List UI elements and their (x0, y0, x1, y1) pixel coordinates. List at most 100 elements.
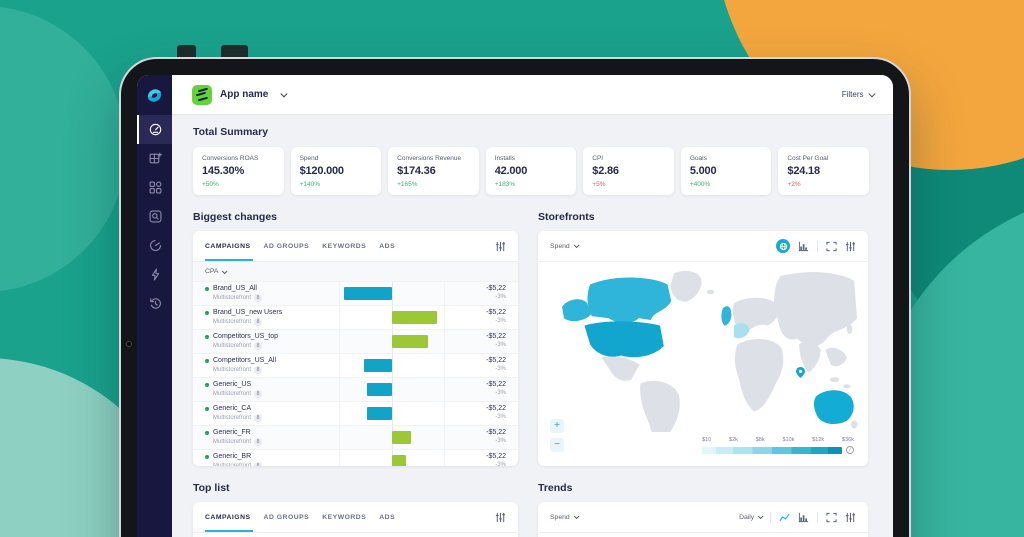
change-bar-cell (339, 306, 445, 329)
chevron-down-icon (573, 513, 579, 519)
campaign-row[interactable]: Generic_BR Multistorefront 8 -$5,22 -3% (193, 449, 518, 466)
card-label: Goals (689, 155, 707, 162)
campaign-row[interactable]: Generic_CA Multistorefront 8 -$5,22 -3% (193, 401, 518, 425)
campaign-row[interactable]: Competitors_US_top Multistorefront 8 -$5… (193, 329, 518, 353)
summary-card: Cost Per Goal $24.18 +2% (778, 147, 869, 195)
campaign-row[interactable]: Generic_FR Multistorefront 8 -$5,22 -3% (193, 425, 518, 449)
gauge-icon (149, 123, 162, 136)
status-dot (205, 382, 209, 387)
metric-selector-spend[interactable]: Spend (550, 243, 579, 250)
map-mexico (601, 356, 640, 381)
storefronts-toolbar: Spend (538, 231, 868, 262)
change-value: -$5,22 (486, 429, 506, 436)
count-badge: 8 (254, 294, 263, 302)
zoom-out-button[interactable]: − (550, 438, 564, 452)
app-switcher[interactable]: App name (192, 84, 288, 105)
metric-selector-cpa[interactable]: CPA (193, 262, 518, 281)
map-canada (587, 277, 672, 324)
change-value: -$5,22 (486, 333, 506, 340)
grid-plus-icon (149, 152, 162, 164)
change-bar-cell (339, 330, 445, 353)
sidebar-item-search-box-icon[interactable] (137, 202, 172, 231)
change-bar (392, 431, 411, 444)
top-list-title: Top list (193, 482, 230, 494)
sidebar-item-apps-icon[interactable] (137, 173, 172, 202)
map-view-toggle[interactable] (776, 239, 790, 253)
info-icon[interactable]: i (846, 446, 854, 454)
count-badge: 8 (254, 390, 263, 398)
sidebar-item-history-icon[interactable] (137, 289, 172, 318)
fullscreen-icon[interactable] (826, 241, 837, 252)
app-name-label: App name (220, 89, 269, 100)
tab-keywords[interactable]: KEYWORDS (322, 242, 367, 250)
campaign-row[interactable]: Competitors_US_All Multistorefront 8 -$5… (193, 353, 518, 377)
campaign-row[interactable]: Generic_US Multistorefront 8 -$5,22 -3% (193, 377, 518, 401)
sidebar-item-donut-chart-icon[interactable] (137, 231, 172, 260)
campaign-name: Brand_US_All (213, 285, 257, 292)
metric-label: CPA (205, 268, 219, 275)
metric-selector-spend[interactable]: Spend (550, 513, 579, 521)
bar-chart-view-icon[interactable] (798, 241, 809, 252)
granularity-selector[interactable]: Daily (739, 514, 764, 521)
card-value: 145.30% (202, 165, 245, 177)
tab-keywords[interactable]: KEYWORDS (322, 513, 367, 521)
change-percent: -3% (495, 318, 506, 324)
card-value: 42.000 (494, 165, 528, 177)
top-list-panel: CAMPAIGNS AD GROUPS KEYWORDS ADS (193, 502, 518, 537)
bar-chart-view-icon[interactable] (798, 512, 809, 523)
tab-ad-groups[interactable]: AD GROUPS (263, 242, 310, 250)
change-bar-cell (339, 378, 445, 401)
campaign-row[interactable]: Brand_US_new Users Multistorefront 8 -$5… (193, 305, 518, 329)
change-percent: -3% (495, 342, 506, 348)
tab-ads[interactable]: ADS (379, 513, 396, 521)
column-settings-icon[interactable] (495, 512, 506, 523)
map-usa (584, 321, 664, 358)
biggest-changes-title: Biggest changes (193, 211, 278, 223)
campaign-row[interactable]: Brand_US_All Multistorefront 8 -$5,22 -3… (193, 281, 518, 305)
change-value: -$5,22 (486, 453, 506, 460)
tab-campaigns[interactable]: CAMPAIGNS (205, 231, 253, 261)
change-percent: -3% (495, 366, 506, 372)
card-delta: +140% (299, 181, 320, 188)
map-france (733, 323, 750, 339)
count-badge: 8 (254, 318, 263, 326)
world-map[interactable]: + − $10 $2k $8k $10k $12k $36k i (538, 262, 868, 466)
column-settings-icon[interactable] (845, 512, 856, 523)
filters-label: Filters (841, 90, 864, 99)
change-percent: -3% (495, 438, 506, 444)
zoom-in-button[interactable]: + (550, 419, 564, 433)
map-pin-icon (796, 366, 805, 384)
sidebar-item-grid-plus-icon[interactable] (137, 144, 172, 173)
fullscreen-icon[interactable] (826, 512, 837, 523)
campaign-subtitle: Multistorefront (213, 463, 252, 466)
summary-card: Conversions Revenue $174.36 +165% (388, 147, 479, 195)
app-icon (192, 84, 212, 105)
line-chart-view-icon[interactable] (779, 512, 790, 523)
metric-label: Spend (550, 513, 570, 521)
campaign-subtitle: Multistorefront (213, 391, 252, 397)
chevron-down-icon (222, 268, 228, 274)
card-label: Conversions ROAS (202, 155, 259, 162)
change-value: -$5,22 (486, 309, 506, 316)
tab-ad-groups[interactable]: AD GROUPS (263, 513, 310, 521)
legend-gradient-bar (702, 446, 842, 454)
tab-campaigns[interactable]: CAMPAIGNS (205, 502, 253, 532)
change-value: -$5,22 (486, 285, 506, 292)
campaign-subtitle: Multistorefront (213, 439, 252, 445)
device-top-button-2 (221, 45, 248, 59)
biggest-changes-tabs-bar: CAMPAIGNS AD GROUPS KEYWORDS ADS (193, 231, 518, 262)
biggest-changes-section: Biggest changes CAMPAIGNS AD GROUPS KEYWOR… (193, 211, 518, 466)
brand-logo-icon[interactable] (137, 75, 172, 115)
card-delta: +2% (787, 181, 801, 188)
legend-label: $8k (755, 437, 765, 443)
column-settings-icon[interactable] (495, 241, 506, 252)
tab-ads[interactable]: ADS (379, 242, 396, 250)
map-south-america (640, 380, 680, 432)
status-dot (205, 430, 209, 435)
sidebar-item-gauge-icon[interactable] (137, 115, 172, 144)
filters-dropdown[interactable]: Filters (841, 90, 875, 99)
change-percent: -3% (495, 462, 506, 466)
status-dot (205, 454, 209, 459)
column-settings-icon[interactable] (845, 241, 856, 252)
sidebar-item-bolt-icon[interactable] (137, 260, 172, 289)
